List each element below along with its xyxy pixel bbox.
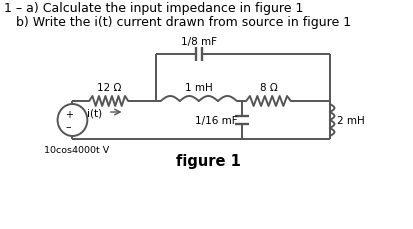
Text: 1/8 mF: 1/8 mF <box>180 37 216 47</box>
Text: 1/16 mF: 1/16 mF <box>195 115 237 125</box>
Text: 12 Ω: 12 Ω <box>96 83 121 93</box>
Text: figure 1: figure 1 <box>175 153 240 168</box>
Text: i(t): i(t) <box>87 108 102 117</box>
Text: +: + <box>64 109 73 120</box>
Text: b) Write the i(t) current drawn from source in figure 1: b) Write the i(t) current drawn from sou… <box>4 16 350 29</box>
Text: –: – <box>66 121 71 131</box>
Text: 1 mH: 1 mH <box>185 83 212 93</box>
Text: 10cos4000t V: 10cos4000t V <box>43 145 109 154</box>
Text: 8 Ω: 8 Ω <box>259 83 277 93</box>
Text: 1 – a) Calculate the input impedance in figure 1: 1 – a) Calculate the input impedance in … <box>4 2 302 15</box>
Text: 2 mH: 2 mH <box>337 115 364 125</box>
